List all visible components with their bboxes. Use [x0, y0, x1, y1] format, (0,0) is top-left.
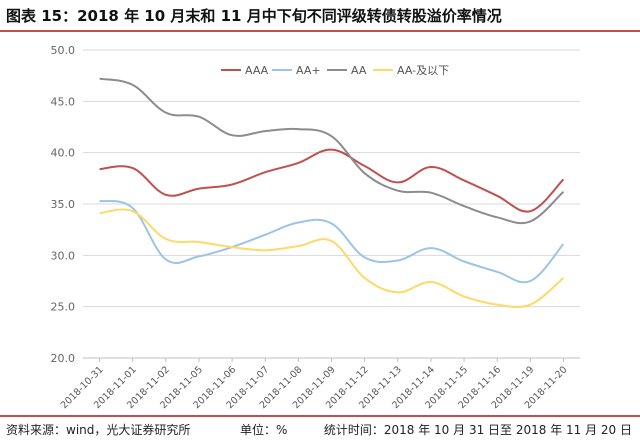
- y-tick-label: 25.0: [51, 301, 76, 314]
- gridlines: [83, 49, 580, 359]
- time-range-note: 统计时间：2018 年 10 月 31 日至 2018 年 11 月 20 日: [323, 423, 632, 437]
- footer: 资料来源：wind，光大证券研究所 单位：% 统计时间：2018 年 10 月 …: [0, 419, 640, 439]
- legend-label: AA+: [296, 64, 321, 77]
- title-divider: [0, 30, 640, 32]
- series-line-AAA: [99, 148, 565, 213]
- source-note: 资料来源：wind，光大证券研究所: [6, 423, 191, 437]
- series-lines: [99, 77, 565, 309]
- y-tick-label: 45.0: [51, 95, 76, 108]
- legend-label: AA: [351, 64, 367, 77]
- line-chart: 50.0 45.0 40.0 35.0 30.0 25.0 20.0 2018-10-312…: [51, 44, 580, 411]
- y-tick-label: 40.0: [51, 147, 76, 160]
- chart-title: 图表 15：2018 年 10 月末和 11 月中下旬不同评级转债转股溢价率情况: [6, 7, 502, 25]
- unit-note: 单位：%: [240, 423, 288, 437]
- legend-label: AA-及以下: [397, 64, 449, 77]
- y-tick-label: 35.0: [51, 198, 76, 211]
- x-axis: 2018-10-312018-11-012018-11-022018-11-05…: [59, 358, 570, 411]
- footer-divider: [0, 415, 640, 417]
- y-tick-label: 30.0: [51, 249, 76, 262]
- series-line-AA-及以下: [99, 208, 565, 309]
- y-axis: 50.0 45.0 40.0 35.0 30.0 25.0 20.0: [51, 44, 76, 365]
- series-line-AA+: [99, 199, 565, 284]
- y-tick-label: 50.0: [51, 44, 76, 57]
- y-tick-label: 20.0: [51, 352, 76, 365]
- series-line-AA: [99, 77, 565, 225]
- legend: AAA AA+ AA AA-及以下: [221, 64, 449, 77]
- legend-label: AAA: [245, 64, 269, 77]
